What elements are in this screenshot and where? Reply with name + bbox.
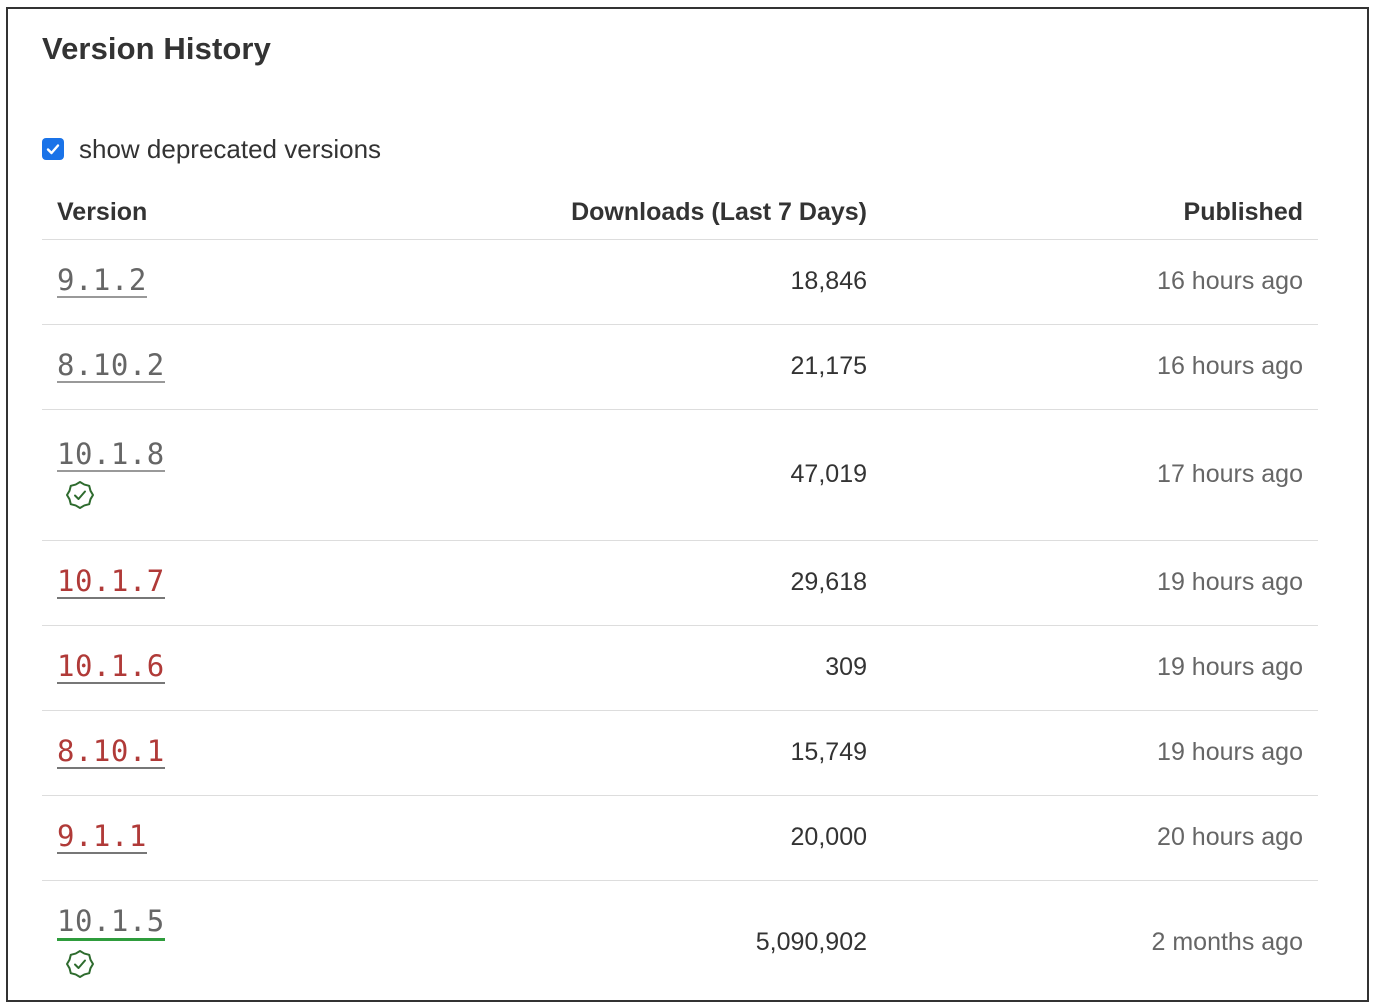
downloads-cell: 47,019 bbox=[402, 409, 882, 541]
table-row: 10.1.6 309 19 hours ago bbox=[42, 625, 1318, 711]
show-deprecated-toggle[interactable]: show deprecated versions bbox=[42, 131, 381, 167]
column-header-published[interactable]: Published bbox=[882, 187, 1318, 240]
published-cell: 16 hours ago bbox=[882, 239, 1318, 325]
verified-badge-icon bbox=[66, 950, 94, 979]
version-link[interactable]: 10.1.6 bbox=[57, 648, 165, 685]
version-cell: 9.1.2 bbox=[42, 239, 402, 325]
version-stack: 10.1.8 bbox=[57, 436, 387, 511]
show-deprecated-checkbox[interactable] bbox=[42, 138, 64, 160]
version-stack: 9.1.2 bbox=[57, 262, 387, 299]
version-cell: 8.10.2 bbox=[42, 324, 402, 410]
table-row: 8.10.2 21,175 16 hours ago bbox=[42, 324, 1318, 410]
version-cell: 9.1.1 bbox=[42, 795, 402, 881]
published-cell: 2 months ago bbox=[1151, 928, 1304, 957]
version-stack: 10.1.6 bbox=[57, 648, 387, 685]
version-stack: 8.10.1 bbox=[57, 733, 387, 770]
table-row: 9.1.2 18,846 16 hours ago bbox=[42, 239, 1318, 325]
table-row: 10.1.7 29,618 19 hours ago bbox=[42, 540, 1318, 626]
show-deprecated-label: show deprecated versions bbox=[79, 133, 382, 164]
downloads-cell: 5,090,902 bbox=[755, 928, 867, 957]
downloads-cell: 21,175 bbox=[402, 324, 882, 410]
version-stack: 8.10.2 bbox=[57, 347, 387, 384]
version-stack: 9.1.1 bbox=[57, 818, 387, 855]
version-cell: 10.1.5 bbox=[42, 880, 402, 1005]
table-row: 9.1.1 20,000 20 hours ago bbox=[42, 795, 1318, 881]
table-row: 8.10.1 15,749 19 hours ago bbox=[42, 710, 1318, 796]
published-cell: 20 hours ago bbox=[882, 795, 1318, 881]
version-link[interactable]: 9.1.2 bbox=[57, 262, 147, 299]
version-table-body: 9.1.2 18,846 16 hours ago 8.10.2 21,175 16 ho… bbox=[42, 239, 1318, 1005]
table-row: 10.1.5 5,090,902 2 months ago bbox=[42, 880, 1318, 1005]
column-header-version[interactable]: Version bbox=[42, 187, 402, 240]
version-link[interactable]: 10.1.5 bbox=[57, 905, 165, 942]
version-link[interactable]: 8.10.1 bbox=[57, 733, 165, 770]
column-header-downloads[interactable]: Downloads (Last 7 Days) bbox=[402, 187, 882, 240]
version-table: Version Downloads (Last 7 Days) Publishe… bbox=[42, 187, 1318, 1005]
published-cell: 17 hours ago bbox=[882, 409, 1318, 541]
published-cell: 16 hours ago bbox=[882, 324, 1318, 410]
version-cell: 8.10.1 bbox=[42, 710, 402, 796]
version-cell: 10.1.7 bbox=[42, 540, 402, 626]
table-row: 10.1.8 47,019 17 hours ago bbox=[42, 409, 1318, 541]
downloads-cell: 18,846 bbox=[402, 239, 882, 325]
verified-badge-icon bbox=[66, 481, 94, 510]
version-link[interactable]: 9.1.1 bbox=[57, 818, 147, 855]
downloads-cell: 29,618 bbox=[402, 540, 882, 626]
downloads-cell: 309 bbox=[402, 625, 882, 711]
version-stack: 10.1.5 bbox=[57, 905, 387, 979]
version-link[interactable]: 10.1.8 bbox=[57, 436, 165, 473]
version-history-panel: Version History show deprecated versions… bbox=[6, 7, 1369, 1002]
downloads-cell: 20,000 bbox=[402, 795, 882, 881]
downloads-cell: 15,749 bbox=[402, 710, 882, 796]
published-cell: 19 hours ago bbox=[882, 710, 1318, 796]
version-stack: 10.1.7 bbox=[57, 563, 387, 600]
table-header-row: Version Downloads (Last 7 Days) Publishe… bbox=[42, 187, 1318, 240]
version-link[interactable]: 10.1.7 bbox=[57, 563, 165, 600]
page-title: Version History bbox=[42, 31, 271, 66]
published-cell: 19 hours ago bbox=[882, 540, 1318, 626]
version-cell: 10.1.6 bbox=[42, 625, 402, 711]
checkmark-icon bbox=[46, 144, 60, 155]
published-cell: 19 hours ago bbox=[882, 625, 1318, 711]
version-link[interactable]: 8.10.2 bbox=[57, 347, 165, 384]
version-cell: 10.1.8 bbox=[42, 409, 402, 541]
